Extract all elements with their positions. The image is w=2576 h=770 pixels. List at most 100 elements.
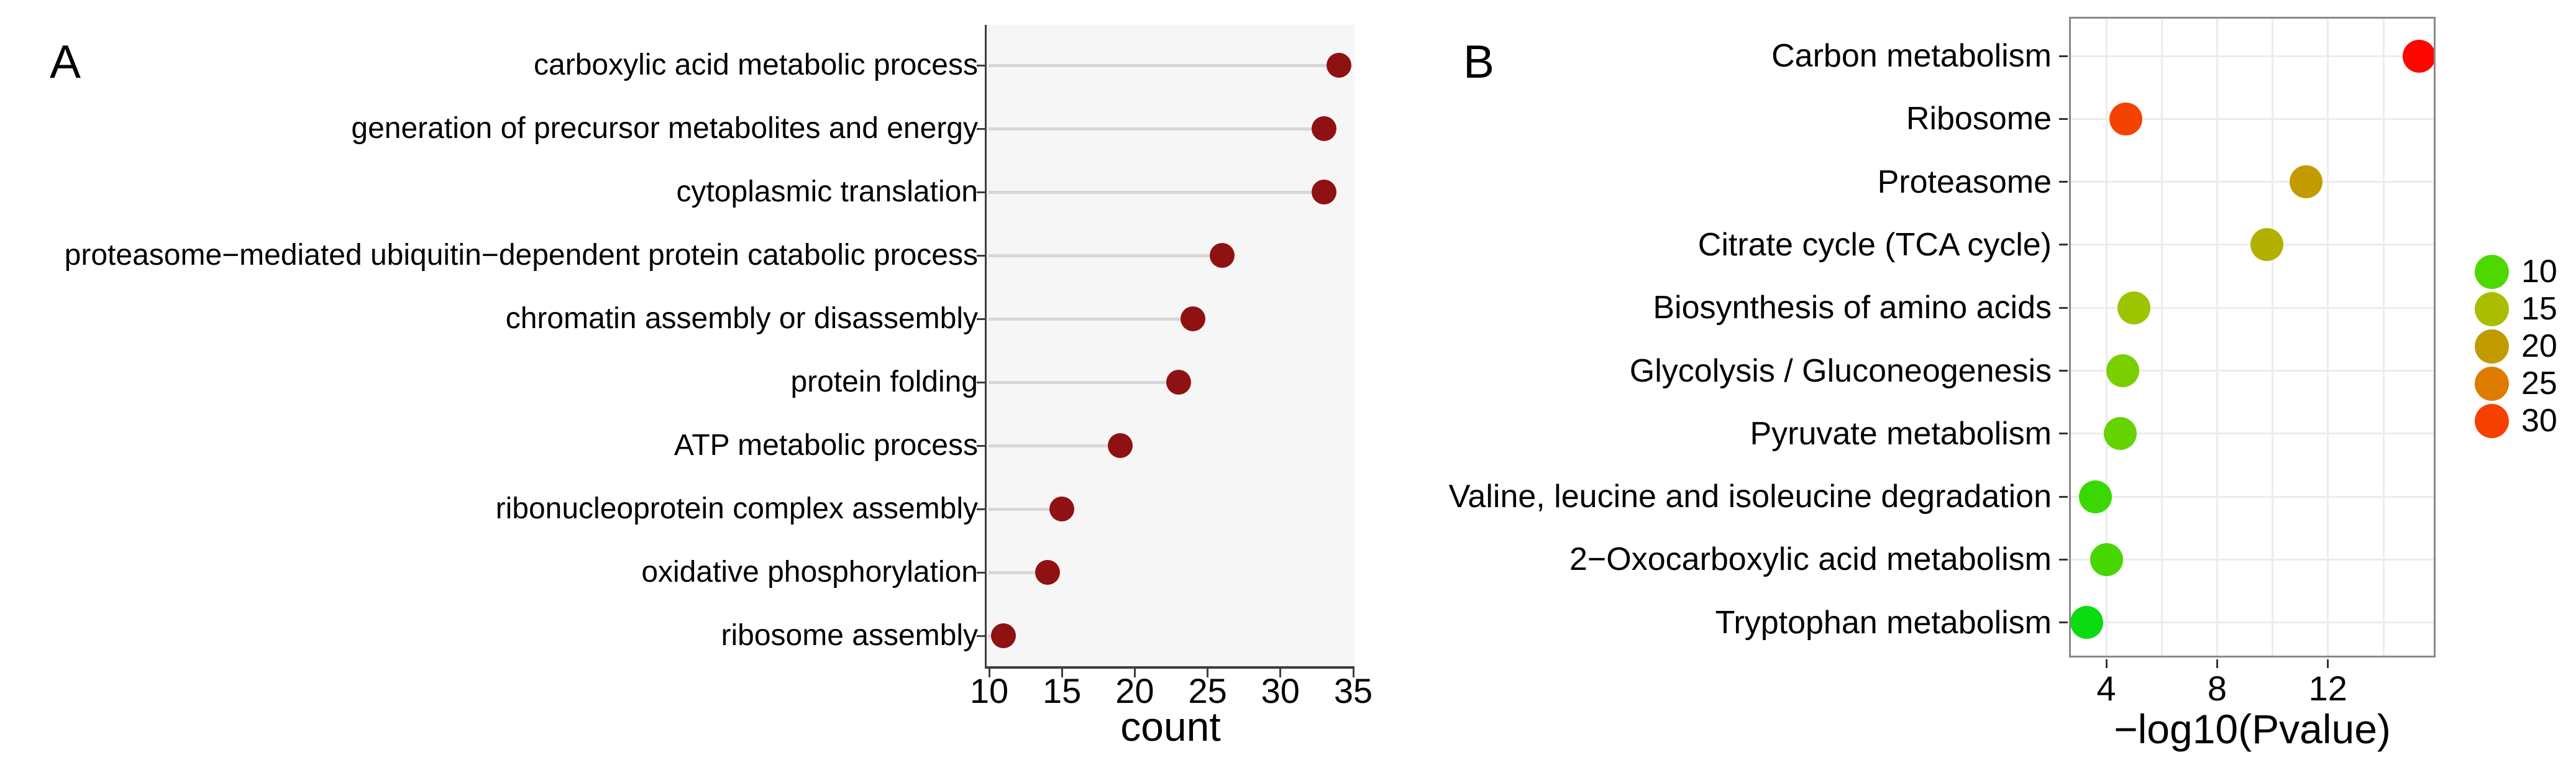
legend-label: 20 (2521, 328, 2557, 364)
y-axis-tick-mark (2059, 558, 2068, 561)
y-axis-tick-mark (977, 318, 985, 320)
lollipop-stem (989, 444, 1120, 447)
pathway-dot (2106, 354, 2140, 387)
pathway-label: Carbon metabolism (1771, 38, 2052, 74)
vertical-gridline (2382, 17, 2385, 658)
vertical-gridline (2105, 17, 2108, 658)
x-axis-tick-label: 8 (2207, 669, 2227, 708)
vertical-gridline (2327, 17, 2329, 658)
x-axis-tick-mark (988, 669, 990, 677)
x-axis-tick-mark (2105, 659, 2108, 668)
y-axis-tick-mark (977, 508, 985, 510)
go-term-label: proteasome−mediated ubiquitin−dependent … (64, 239, 978, 272)
y-axis-tick-mark (977, 635, 985, 637)
x-axis-tick-mark (1061, 669, 1063, 677)
go-term-label: oxidative phosphorylation (641, 556, 978, 589)
pathway-label: Valine, leucine and isoleucine degradati… (1448, 479, 2052, 515)
y-axis-tick-mark (2059, 621, 2068, 624)
panel-a-x-axis-title: count (1120, 704, 1221, 749)
y-axis-tick-mark (977, 64, 985, 66)
x-axis-tick-label: 10 (969, 671, 1009, 710)
x-axis-tick-label: 12 (2308, 669, 2347, 708)
vertical-gridline (2160, 17, 2163, 658)
pathway-label: Pyruvate metabolism (1750, 415, 2052, 452)
lollipop-stem (989, 254, 1223, 257)
legend-label: 10 (2521, 254, 2557, 290)
legend-dot-icon (2475, 366, 2509, 401)
horizontal-gridline (2069, 495, 2436, 498)
panel-b-x-axis-title: −log10(Pvalue) (2114, 706, 2391, 752)
panel-a-letter: A (50, 35, 81, 88)
x-axis-tick-label: 30 (1261, 671, 1300, 710)
go-term-dot (991, 623, 1016, 648)
go-term-label: protein folding (790, 365, 978, 398)
go-term-dot (1312, 180, 1337, 204)
pathway-dot (2117, 291, 2151, 324)
pathway-label: Glycolysis / Gluconeogenesis (1629, 352, 2052, 389)
go-term-dot (1107, 433, 1133, 458)
pathway-label: Proteasome (1877, 163, 2052, 200)
lollipop-stem (989, 63, 1339, 67)
go-term-label: generation of precursor metabolites and … (351, 112, 978, 145)
lollipop-stem (989, 317, 1194, 321)
x-axis-tick-mark (1352, 669, 1354, 677)
panel-border (2069, 17, 2436, 658)
go-term-label: chromatin assembly or disassembly (505, 302, 978, 335)
horizontal-gridline (2069, 306, 2436, 309)
pathway-label: Ribosome (1906, 101, 2052, 137)
legend-label: 25 (2521, 365, 2557, 401)
lollipop-stem (989, 507, 1062, 511)
pathway-dot (2070, 606, 2104, 639)
go-term-dot (1326, 53, 1351, 78)
legend-dot-icon (2475, 254, 2509, 289)
go-term-label: ribonucleoprotein complex assembly (495, 492, 978, 525)
y-axis-tick-mark (2059, 244, 2068, 246)
y-axis-tick-mark (977, 571, 985, 574)
go-term-dot (1210, 243, 1235, 268)
y-axis-tick-mark (2059, 433, 2068, 435)
lollipop-stem (989, 190, 1325, 194)
y-axis-tick-mark (977, 381, 985, 383)
x-axis-tick-mark (2216, 659, 2218, 668)
x-axis-tick-label: 25 (1188, 671, 1227, 710)
vertical-gridline (2272, 17, 2274, 658)
pathway-dot (2403, 39, 2436, 73)
horizontal-gridline (2069, 181, 2436, 183)
legend-label: 15 (2521, 291, 2557, 327)
y-axis-tick-mark (977, 127, 985, 130)
pathway-label: Biosynthesis of amino acids (1653, 290, 2052, 326)
y-axis-tick-mark (2059, 495, 2068, 498)
pathway-dot (2289, 165, 2323, 199)
y-axis-tick-mark (977, 191, 985, 193)
go-term-dot (1049, 497, 1075, 521)
lollipop-stem (989, 380, 1179, 384)
go-term-label: cytoplasmic translation (676, 175, 978, 208)
legend-dot-icon (2475, 291, 2509, 326)
vertical-gridline (2216, 17, 2218, 658)
x-axis-tick-label: 20 (1115, 671, 1154, 710)
x-axis-tick-mark (1207, 669, 1209, 677)
x-axis-tick-label: 4 (2096, 669, 2116, 708)
legend-label: 30 (2521, 403, 2557, 439)
pathway-dot (2078, 480, 2112, 513)
y-axis-tick-mark (2059, 117, 2068, 120)
legend-dot-icon (2475, 403, 2509, 438)
y-axis-tick-mark (977, 254, 985, 257)
pathway-dot (2103, 417, 2137, 451)
horizontal-gridline (2069, 433, 2436, 435)
y-axis-tick-mark (2059, 181, 2068, 183)
lollipop-stem (989, 127, 1325, 131)
x-axis-tick-mark (2327, 659, 2329, 668)
y-axis-tick-mark (2059, 370, 2068, 372)
horizontal-gridline (2069, 370, 2436, 372)
x-axis-tick-mark (1133, 669, 1136, 677)
go-term-label: carboxylic acid metabolic process (534, 48, 978, 81)
horizontal-gridline (2069, 558, 2436, 561)
y-axis-tick-mark (2059, 55, 2068, 57)
go-term-label: ribosome assembly (721, 619, 978, 652)
legend-dot-icon (2475, 329, 2509, 364)
panel-a-plot-area (987, 25, 1354, 666)
pathway-dot (2250, 228, 2284, 262)
pathway-label: 2−Oxocarboxylic acid metabolism (1569, 541, 2052, 578)
